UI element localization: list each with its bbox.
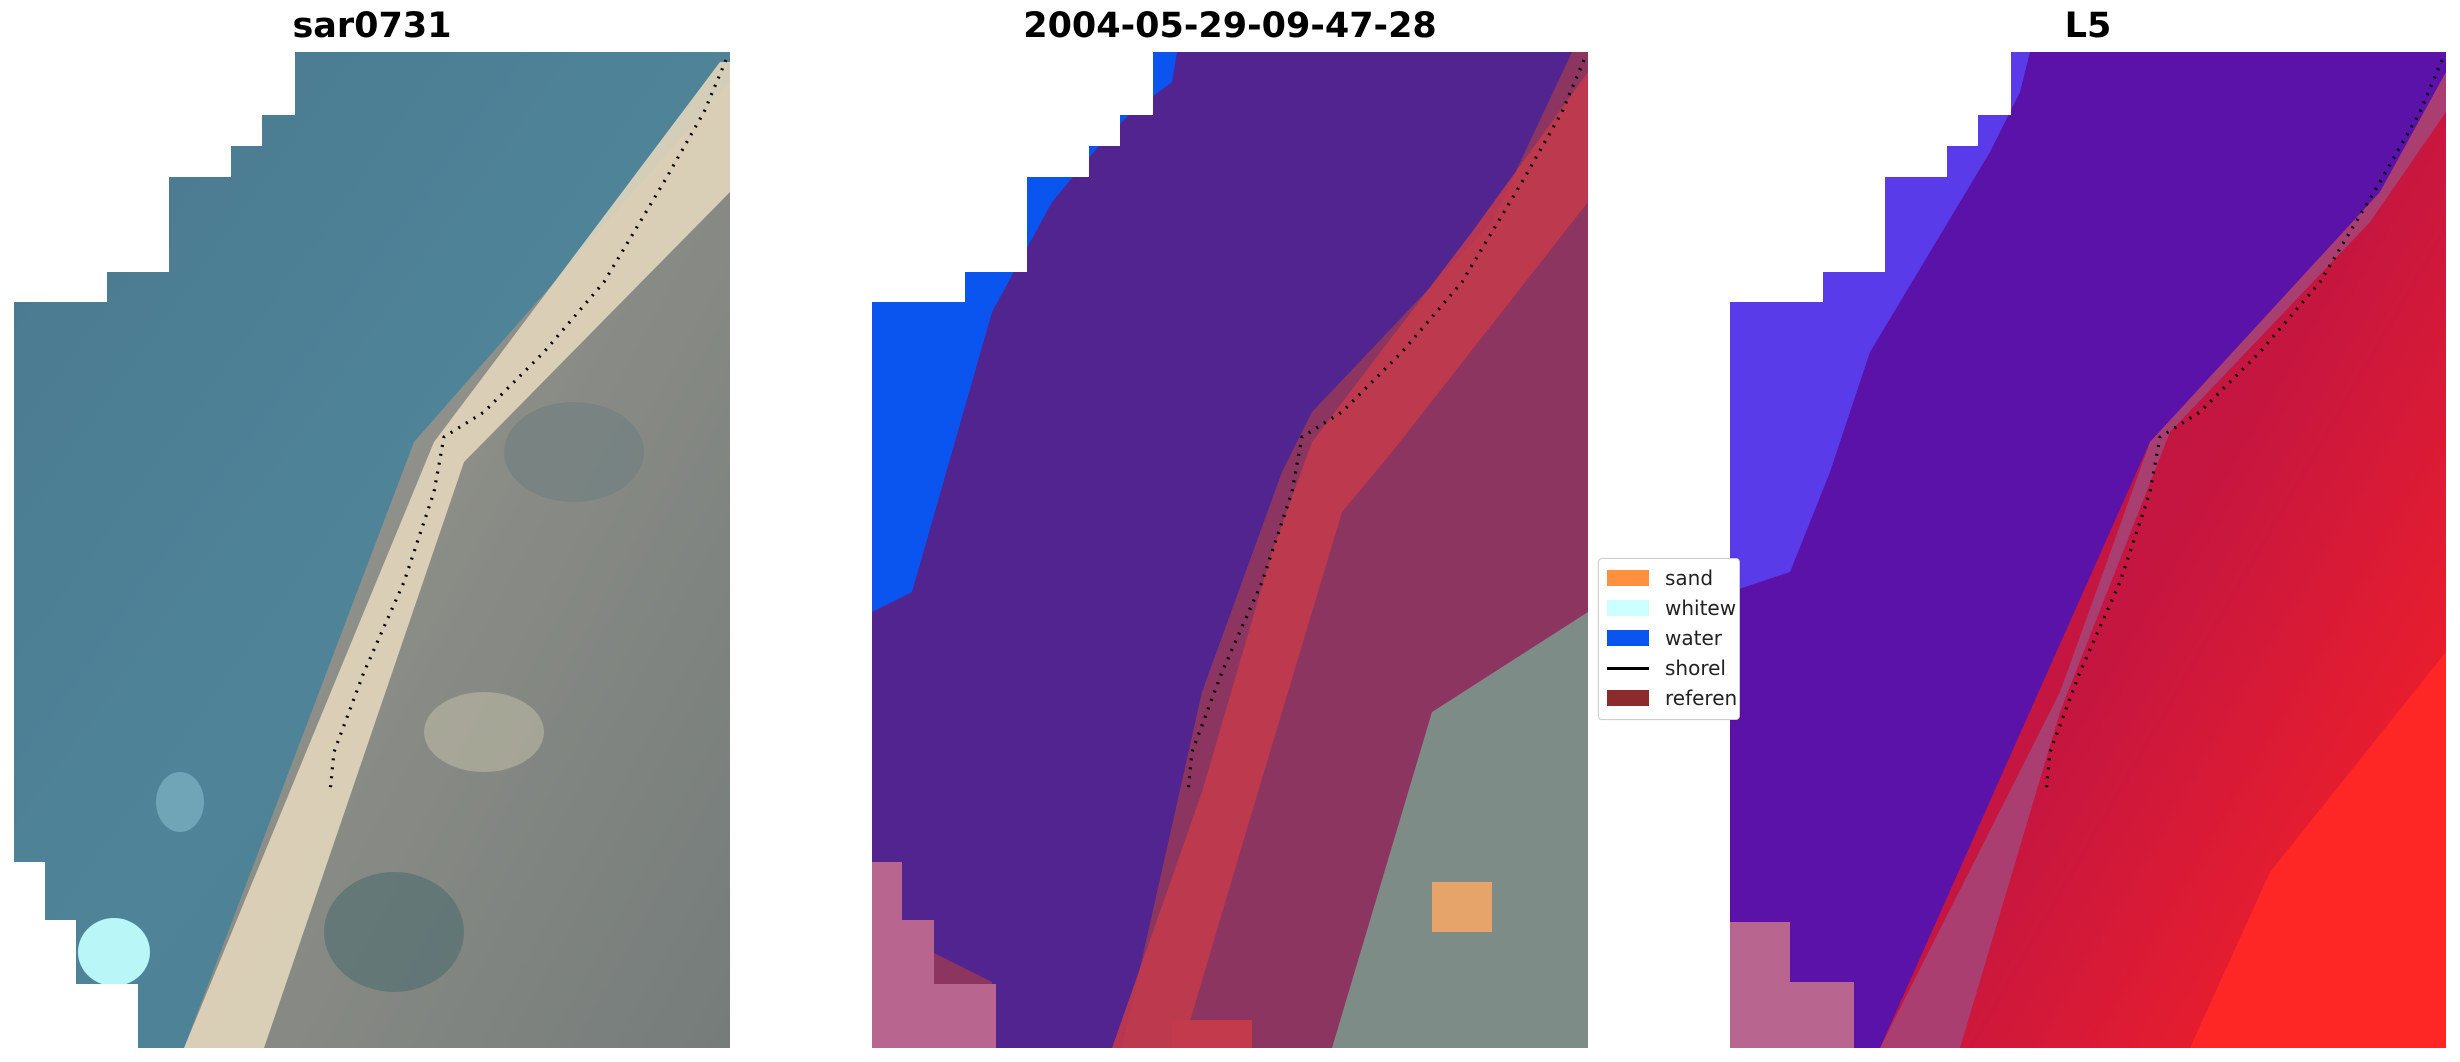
- legend-label-whitewater: whitew: [1665, 596, 1737, 620]
- rgb-image: [14, 52, 730, 1048]
- legend: sand whitew water shorel referen: [1598, 558, 1740, 720]
- legend-item-reference: referen: [1607, 683, 1737, 713]
- legend-label-reference: referen: [1665, 686, 1738, 710]
- rgb-image-panel: [14, 52, 730, 1048]
- legend-swatch-water: [1607, 630, 1649, 646]
- legend-label-shoreline: shorel: [1665, 656, 1726, 680]
- legend-item-shoreline: shorel: [1607, 653, 1726, 683]
- panel-title-index: L5: [2064, 6, 2112, 46]
- legend-item-whitewater: whitew: [1607, 593, 1736, 623]
- panel-title-classified: 2004-05-29-09-47-28: [1023, 6, 1437, 46]
- legend-line-shoreline: [1607, 666, 1649, 670]
- index-image: [1730, 52, 2446, 1048]
- legend-item-sand: sand: [1607, 563, 1713, 593]
- index-image-panel: [1730, 52, 2446, 1048]
- panel-title-rgb: sar0731: [292, 6, 452, 46]
- classified-image-panel: [872, 52, 1588, 1048]
- legend-label-sand: sand: [1665, 566, 1714, 590]
- legend-swatch-sand: [1607, 570, 1649, 586]
- legend-swatch-whitewater: [1607, 600, 1649, 616]
- legend-item-water: water: [1607, 623, 1722, 653]
- legend-label-water: water: [1665, 626, 1722, 650]
- legend-swatch-reference: [1607, 690, 1649, 706]
- classified-image: [872, 52, 1588, 1048]
